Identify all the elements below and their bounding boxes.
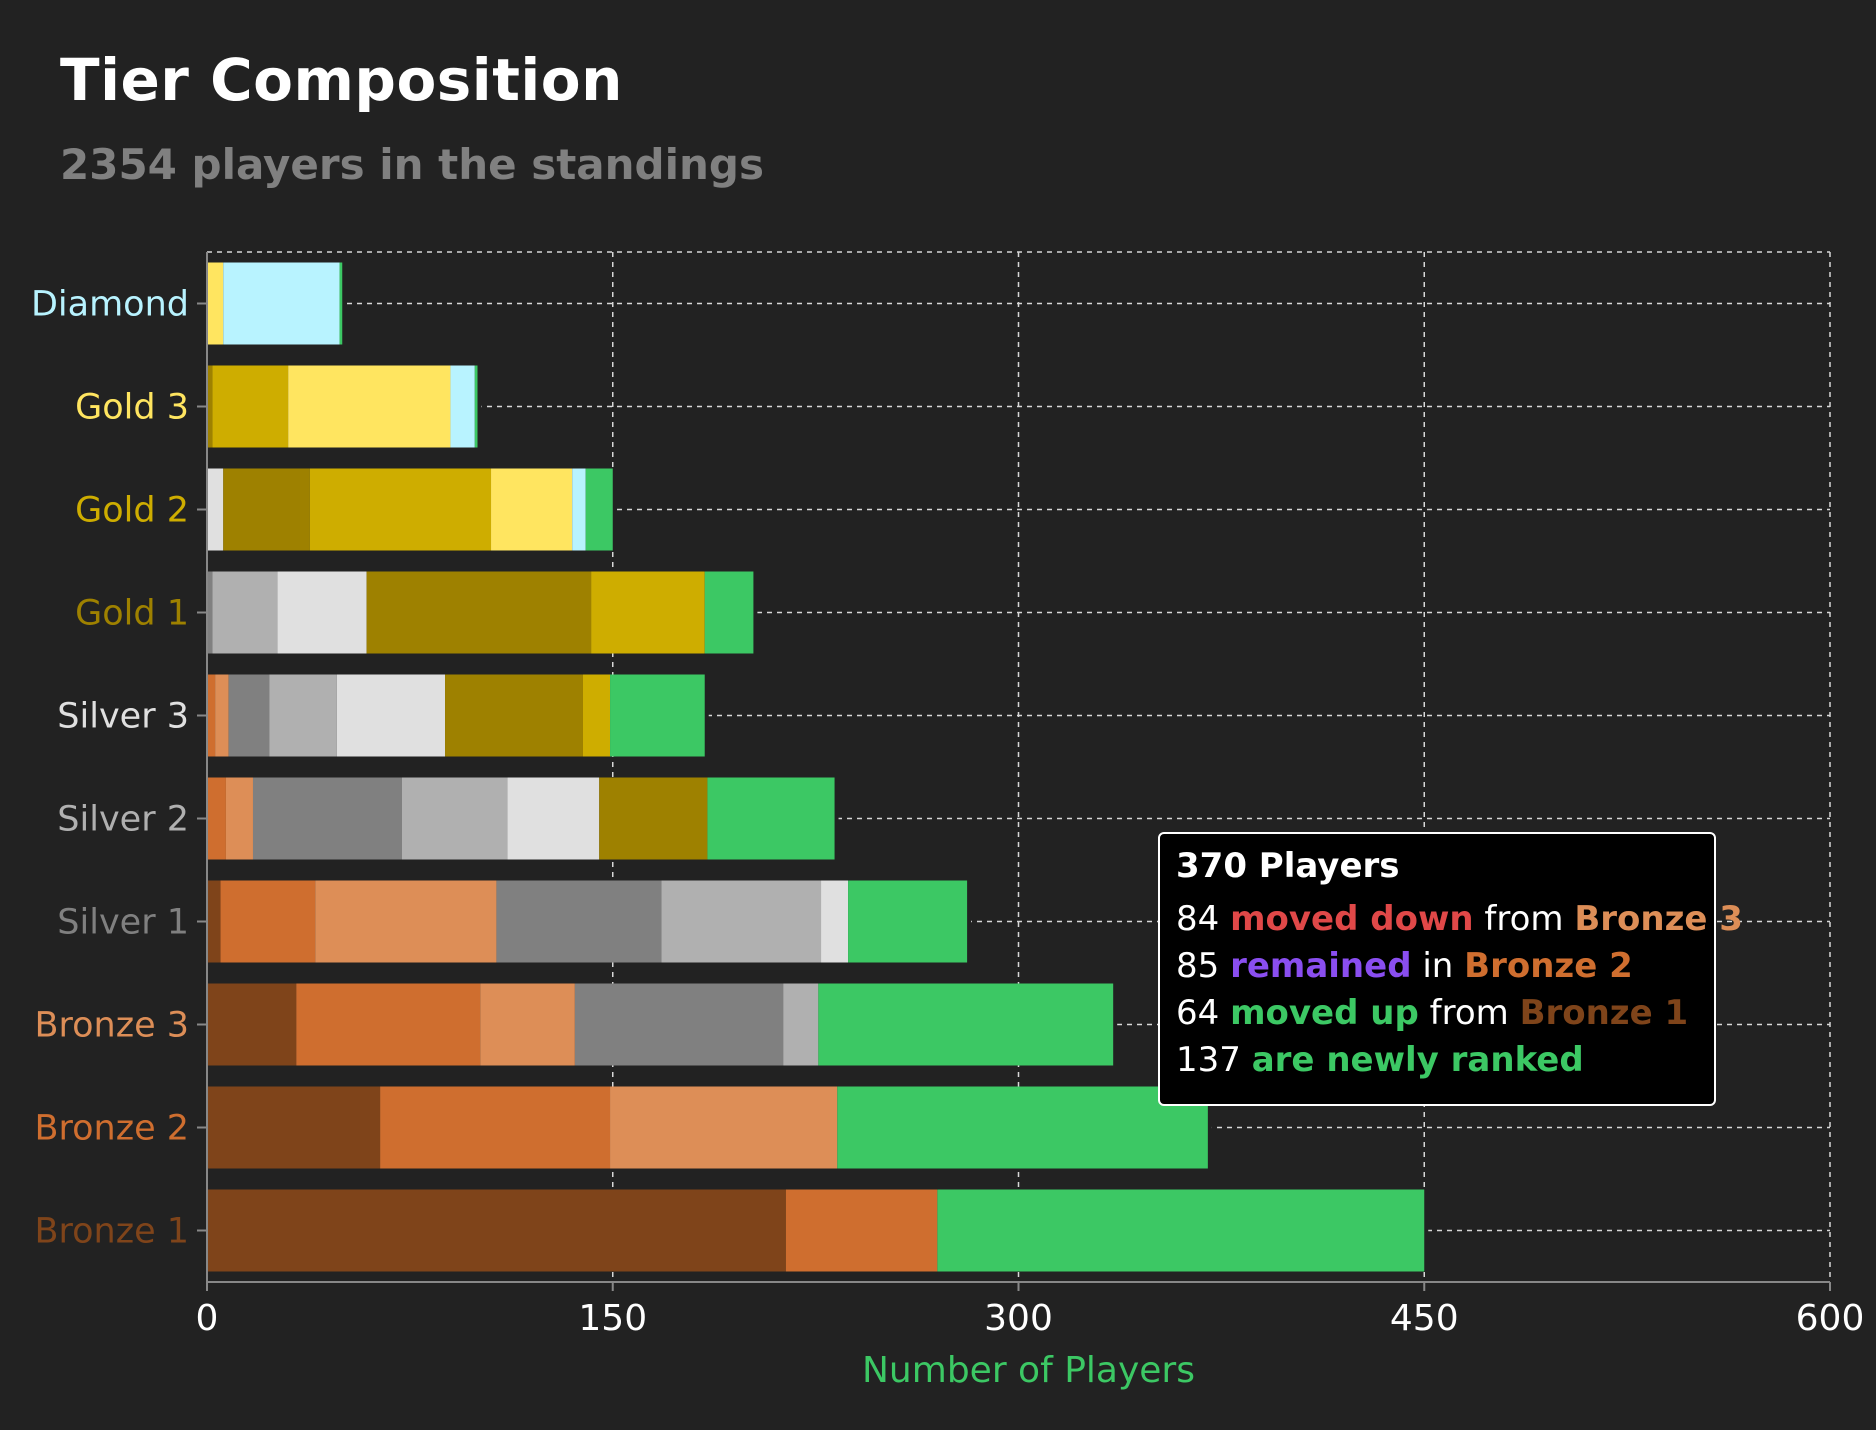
bar-segment-gold-1-from-new [704, 571, 754, 654]
y-tick-label: Bronze 2 [34, 1109, 189, 1149]
chart-subtitle: 2354 players in the standings [60, 140, 764, 189]
tooltip-count: 84 [1176, 899, 1220, 939]
bar-segment-silver-2-from-bronze-3 [225, 777, 253, 860]
bar-segment-gold-2-from-diamond [572, 468, 586, 551]
bar-segment-silver-3-from-silver-1 [228, 674, 270, 757]
bar-segment-silver-2-from-silver-3 [507, 777, 600, 860]
tooltip-prep: in [1422, 946, 1454, 986]
tooltip-line-moved-up: 64 moved up from Bronze 1 [1176, 990, 1698, 1037]
bar-segment-bronze-2-from-bronze-1 [207, 1086, 381, 1169]
bar-segment-gold-2-from-gold-2 [309, 468, 492, 551]
bar-segment-diamond-from-gold-3 [207, 262, 224, 345]
tooltip-action: moved up [1230, 993, 1419, 1033]
y-tick-label: Silver 3 [57, 697, 189, 737]
bar-segment-gold-1-from-gold-1 [366, 571, 592, 654]
tooltip-prep: from [1484, 899, 1564, 939]
x-tick-label: 300 [984, 1298, 1053, 1339]
bar-segment-gold-3-from-diamond [450, 365, 475, 448]
labels: 0 150 300 450 600 Diamond Gold 3 Gold 2 Gold 1 Si… [31, 285, 1864, 1392]
bar-segment-gold-1-from-silver-1 [207, 571, 213, 654]
y-tick-label: Bronze 1 [34, 1212, 189, 1252]
bar-segment-bronze-2-from-bronze-3 [610, 1086, 838, 1169]
y-tick-label: Diamond [31, 285, 189, 325]
bar-segment-silver-1-from-silver-2 [661, 880, 822, 963]
x-tick-label: 450 [1390, 1298, 1459, 1339]
bar-segment-silver-1-from-new [848, 880, 968, 963]
tooltip-title: 370 Players [1176, 846, 1400, 886]
bar-segment-silver-3-from-silver-3 [336, 674, 446, 757]
bar-segment-bronze-3-from-silver-2 [783, 983, 819, 1066]
tooltip-tier: Bronze 2 [1464, 946, 1633, 986]
bar-segment-silver-1-from-bronze-1 [207, 880, 221, 963]
bar-segment-silver-3-from-bronze-3 [215, 674, 229, 757]
tooltip-count: 137 [1176, 1040, 1241, 1080]
bar-segment-bronze-3-from-new [818, 983, 1114, 1066]
tooltip-line-new: 137 are newly ranked [1176, 1037, 1698, 1084]
bar-segment-silver-1-from-bronze-2 [220, 880, 316, 963]
bar-segment-gold-2-from-gold-3 [491, 468, 573, 551]
bar-segment-silver-2-from-silver-1 [252, 777, 402, 860]
bar-segment-gold-3-from-gold-1 [207, 365, 213, 448]
x-tick-label: 600 [1796, 1298, 1865, 1339]
bar-segment-bronze-2-from-bronze-2 [380, 1086, 611, 1169]
tooltip-action: remained [1230, 946, 1412, 986]
bar-segment-bronze-1-from-bronze-2 [785, 1189, 938, 1272]
bar-segment-silver-3-from-silver-2 [269, 674, 337, 757]
y-tick-label: Silver 2 [57, 800, 189, 840]
bar-segment-silver-1-from-silver-1 [496, 880, 662, 963]
y-tick-label: Bronze 3 [34, 1006, 189, 1046]
x-axis-title: Number of Players [862, 1350, 1195, 1391]
bar-segment-diamond-from-new [339, 262, 343, 345]
bar-segment-silver-3-from-bronze-2 [207, 674, 216, 757]
bar-segment-silver-3-from-new [610, 674, 705, 757]
tooltip-tier: Bronze 1 [1519, 993, 1689, 1033]
bar-segment-silver-3-from-gold-2 [582, 674, 611, 757]
axes [197, 252, 1831, 1291]
y-tick-label: Silver 1 [57, 903, 189, 943]
bar-segment-bronze-3-from-bronze-1 [207, 983, 297, 1066]
bar-segment-bronze-1-from-new [937, 1189, 1425, 1272]
bar-segment-diamond-from-diamond [223, 262, 340, 345]
bar-segment-bronze-1-from-bronze-1 [207, 1189, 786, 1272]
bar-segment-gold-3-from-gold-2 [212, 365, 289, 448]
bar-segment-gold-1-from-gold-2 [591, 571, 705, 654]
tooltip-action: moved down [1230, 899, 1474, 939]
bar-segment-silver-1-from-bronze-3 [315, 880, 497, 963]
y-tick-label: Gold 3 [75, 388, 189, 428]
tooltip-prep: from [1429, 993, 1509, 1033]
tooltip-count: 64 [1176, 993, 1220, 1033]
x-tick-label: 0 [196, 1298, 219, 1339]
tooltip-action: are newly ranked [1251, 1040, 1584, 1080]
bar-segment-silver-2-from-new [707, 777, 835, 860]
bar-segment-silver-2-from-silver-2 [401, 777, 508, 860]
bar-segment-gold-2-from-gold-1 [223, 468, 310, 551]
tooltip-count: 85 [1176, 946, 1220, 986]
bar-segment-bronze-3-from-bronze-3 [480, 983, 575, 1066]
tooltip-line-remained: 85 remained in Bronze 2 [1176, 943, 1698, 990]
bar-segment-gold-1-from-silver-3 [277, 571, 367, 654]
bar-segment-bronze-2-from-new [837, 1086, 1208, 1169]
x-tick-label: 150 [578, 1298, 647, 1339]
bar-segment-gold-3-from-gold-3 [288, 365, 451, 448]
bar-segment-silver-2-from-bronze-2 [207, 777, 226, 860]
y-tick-label: Gold 1 [75, 594, 189, 634]
chart-title: Tier Composition [60, 46, 623, 114]
tooltip-line-moved-down: 84 moved down from Bronze 3 [1176, 896, 1743, 943]
bar-segment-bronze-3-from-bronze-2 [296, 983, 481, 1066]
bars [207, 262, 1429, 1272]
bar-segment-bronze-3-from-silver-1 [574, 983, 784, 1066]
tooltip-tier: Bronze 3 [1574, 899, 1743, 939]
y-tick-label: Gold 2 [75, 491, 189, 531]
bar-segment-silver-3-from-gold-1 [445, 674, 583, 757]
bar-segment-gold-2-from-silver-3 [207, 468, 224, 551]
bar-segment-silver-2-from-gold-1 [599, 777, 708, 860]
bar-segment-gold-1-from-silver-2 [212, 571, 278, 654]
hover-tooltip: 370 Players 84 moved down from Bronze 3 … [1158, 832, 1743, 1106]
bar-segment-silver-1-from-silver-3 [821, 880, 849, 963]
bar-segment-gold-2-from-new [585, 468, 613, 551]
bar-segment-gold-3-from-new [474, 365, 478, 448]
